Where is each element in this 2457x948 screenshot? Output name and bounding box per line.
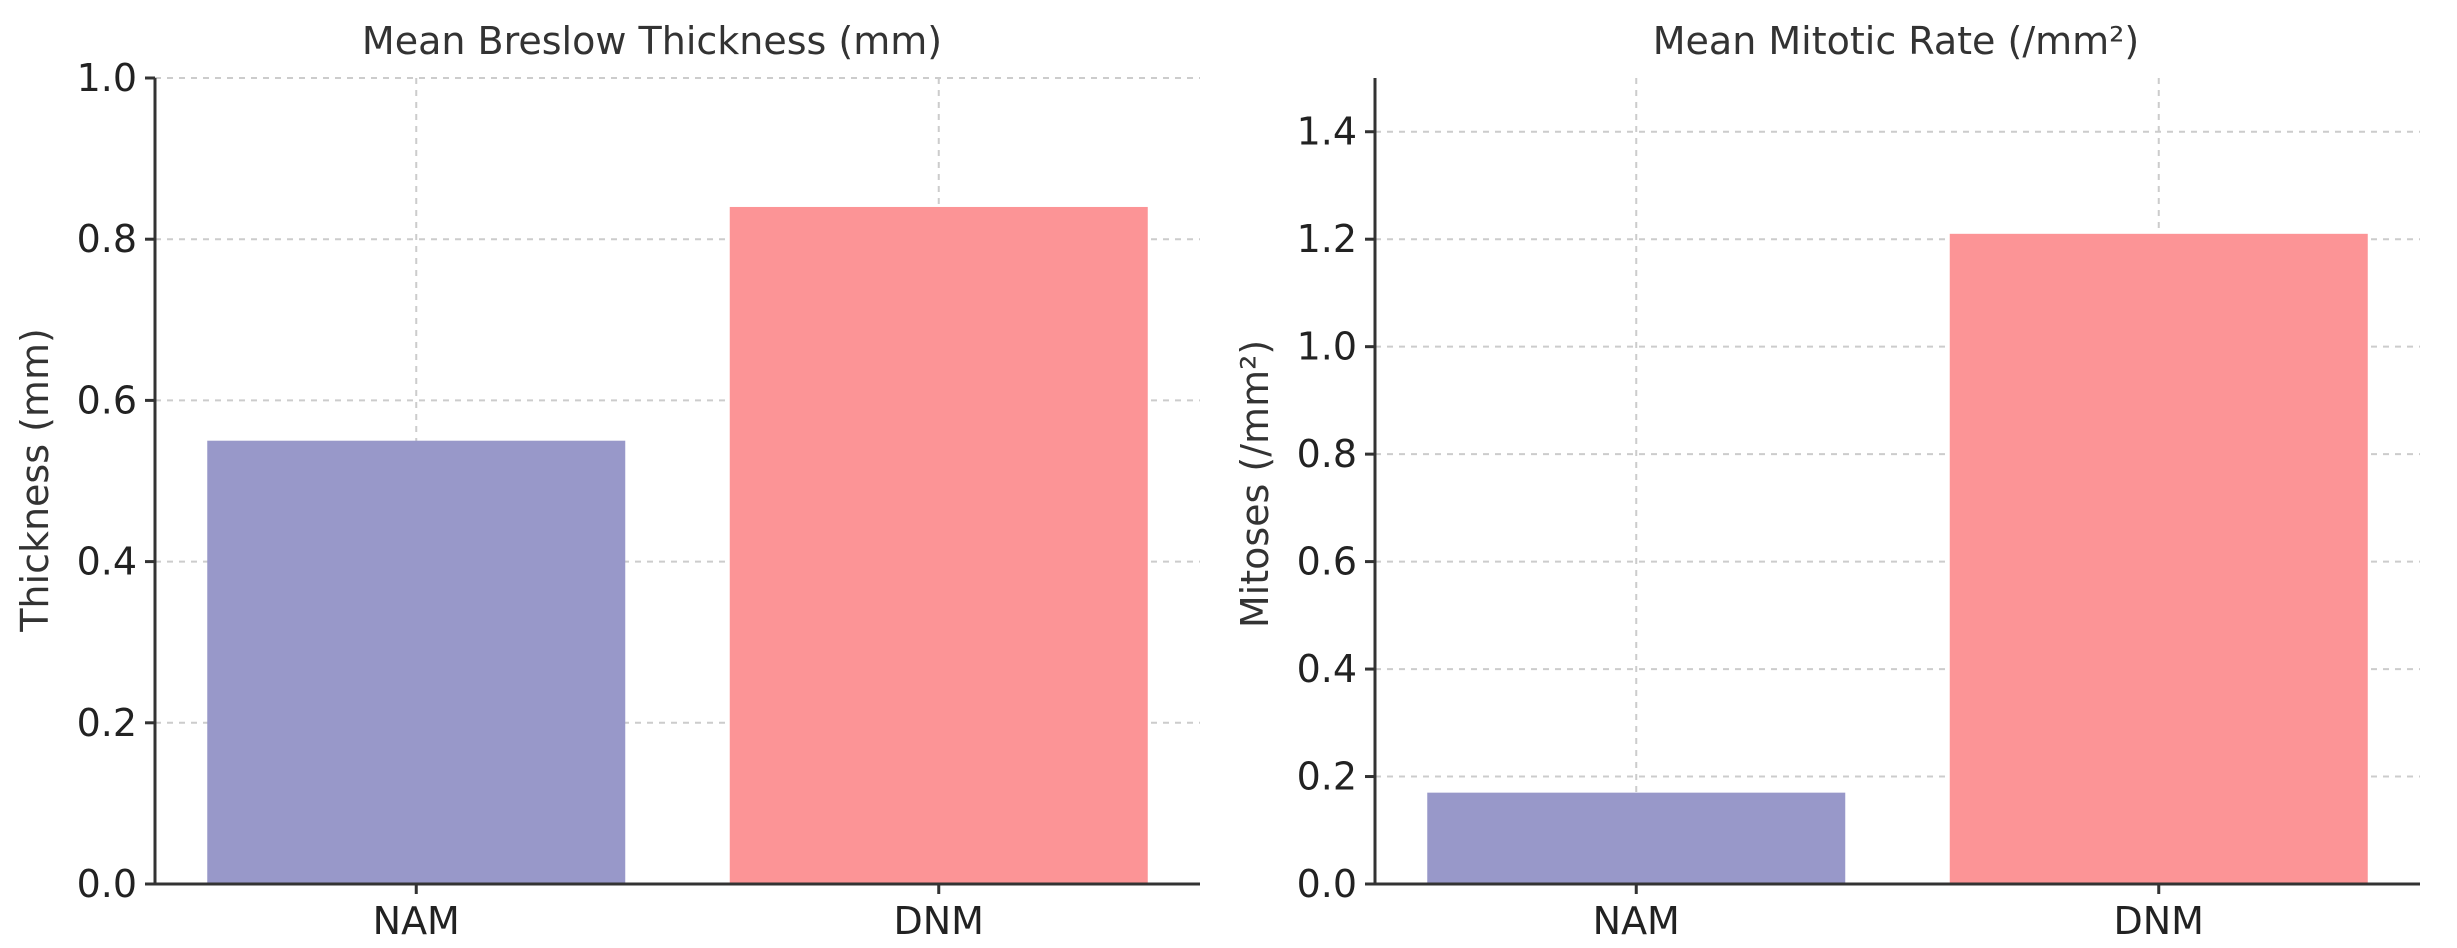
chart-panel-breslow-thickness: Mean Breslow Thickness (mm) Thickness (m…	[13, 19, 1200, 943]
y-tick-label: 0.8	[1297, 432, 1357, 476]
bar-dnm	[729, 206, 1148, 884]
bar-nam	[1427, 792, 1846, 884]
y-tick-label: 0.0	[77, 862, 137, 906]
y-tick-label: 1.0	[1297, 325, 1357, 369]
y-axis-label: Thickness (mm)	[13, 328, 57, 633]
y-tick-label: 0.0	[1297, 862, 1357, 906]
y-tick-label: 0.2	[77, 701, 137, 745]
y-tick-label: 0.2	[1297, 755, 1357, 799]
y-tick-label: 0.6	[77, 378, 137, 422]
chart-title: Mean Mitotic Rate (/mm²)	[1653, 19, 2139, 63]
bar-dnm	[1949, 233, 2368, 884]
y-tick-label: 0.8	[77, 217, 137, 261]
x-tick-label: NAM	[373, 899, 460, 943]
x-tick-label: DNM	[2114, 899, 2204, 943]
bar-nam	[207, 440, 626, 884]
y-axis-label: Mitoses (/mm²)	[1233, 340, 1277, 628]
x-tick-label: DNM	[894, 899, 984, 943]
y-tick-label: 1.4	[1297, 110, 1357, 154]
y-tick-label: 0.4	[1297, 647, 1357, 691]
y-tick-label: 1.2	[1297, 217, 1357, 261]
y-tick-label: 1.0	[77, 56, 137, 100]
chart-panel-mitotic-rate: Mean Mitotic Rate (/mm²) Mitoses (/mm²) …	[1233, 19, 2420, 943]
y-tick-label: 0.4	[77, 540, 137, 584]
x-tick-label: NAM	[1593, 899, 1680, 943]
y-tick-label: 0.6	[1297, 540, 1357, 584]
chart-title: Mean Breslow Thickness (mm)	[362, 19, 942, 63]
